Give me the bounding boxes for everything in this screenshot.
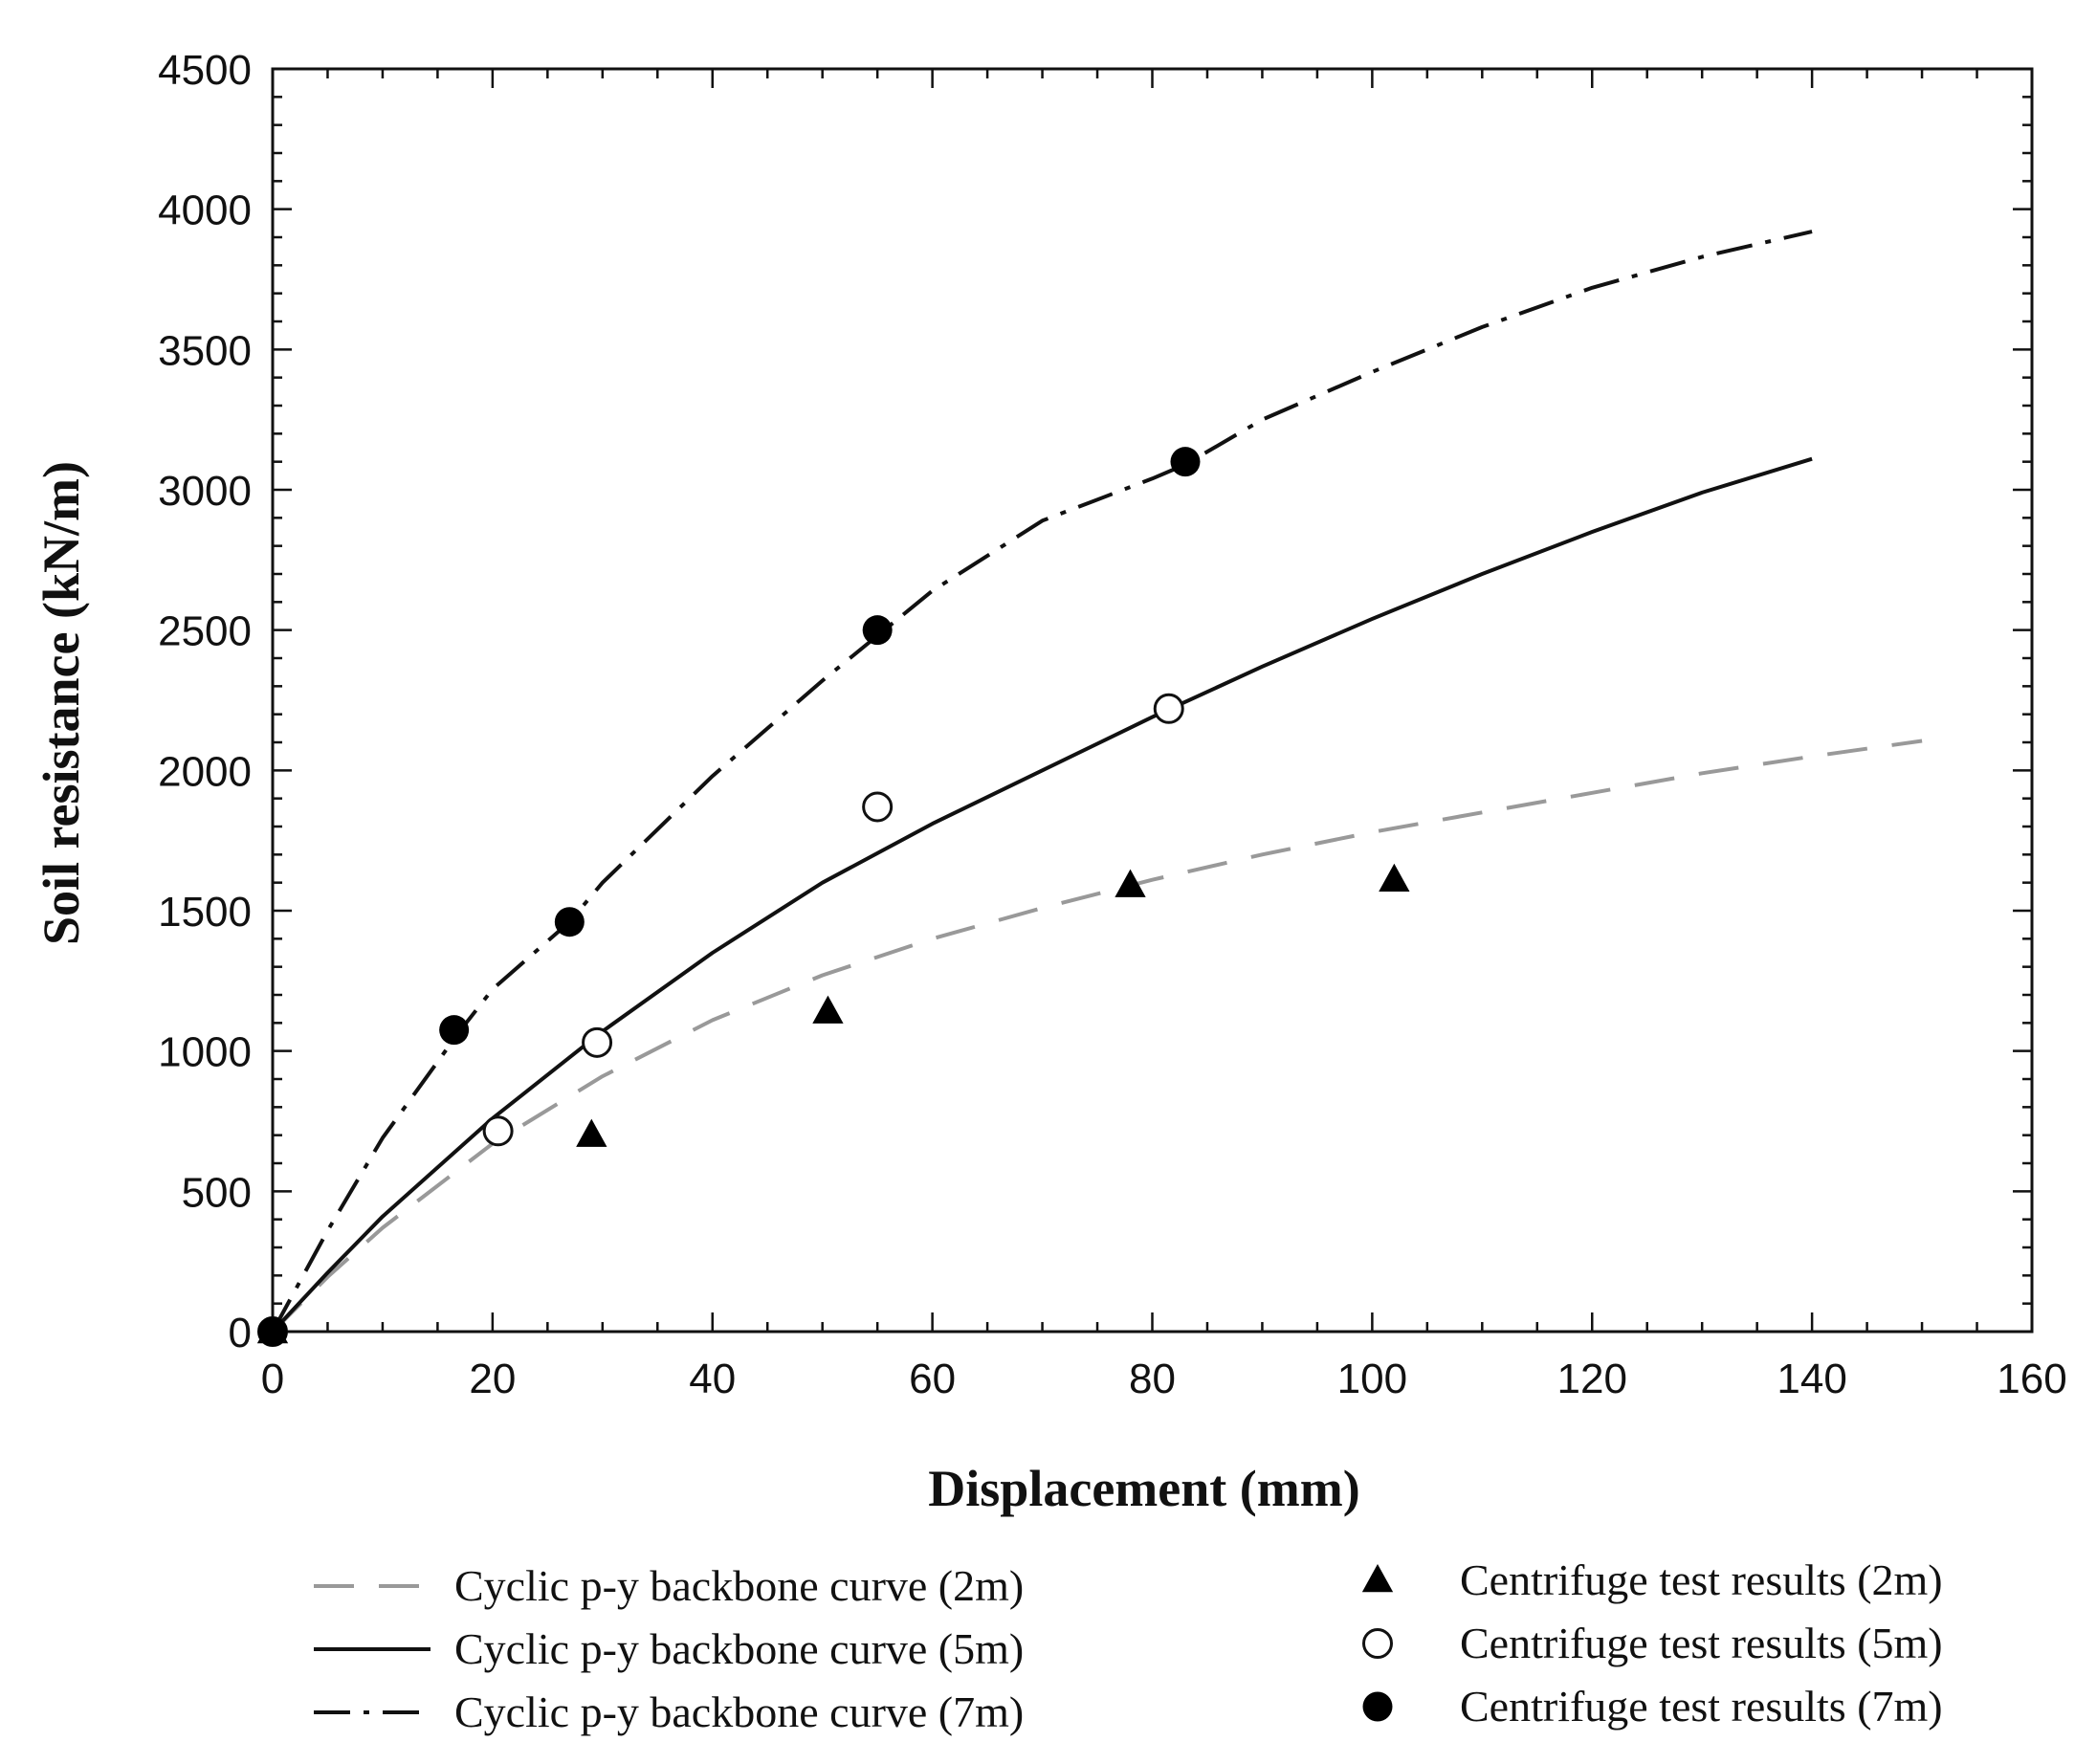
y-tick-label: 4000 [158, 187, 252, 234]
series-lines [271, 230, 1923, 1334]
tick-labels: 0 20 40 60 80 100 120 140 160 0 500 1000 1500 2000 250… [158, 47, 2067, 1402]
x-tick-label: 160 [1997, 1356, 2066, 1402]
x-tick-label: 100 [1337, 1356, 1407, 1402]
x-tick-label: 40 [689, 1356, 736, 1402]
y-tick-label: 4500 [158, 47, 252, 94]
data-point-1 [576, 1118, 607, 1147]
legend: Cyclic p-y backbone curve (2m) Cyclic p-y… [314, 1555, 1943, 1736]
legend-line-label: Cyclic p-y backbone curve (7m) [454, 1687, 1024, 1736]
y-tick-label: 3500 [158, 327, 252, 374]
plot-area [271, 67, 2034, 1334]
data-points [256, 447, 1410, 1347]
y-tick-label: 0 [229, 1310, 252, 1356]
x-tick-label: 0 [261, 1356, 284, 1402]
legend-marker-swatch [1362, 1628, 1393, 1659]
series-line-1 [271, 739, 1923, 1334]
x-tick-label: 140 [1777, 1356, 1846, 1402]
data-point-2 [862, 791, 894, 823]
data-point-1 [1115, 869, 1146, 897]
x-axis-title: Displacement (mm) [928, 1460, 1359, 1517]
data-point-3 [862, 615, 893, 646]
y-tick-label: 2500 [158, 608, 252, 655]
x-tick-label: 120 [1557, 1356, 1627, 1402]
y-tick-label: 1000 [158, 1029, 252, 1076]
series-line-2 [271, 456, 1813, 1334]
x-tick-label: 60 [909, 1356, 956, 1402]
legend-line-label: Cyclic p-y backbone curve (2m) [454, 1561, 1024, 1610]
data-point-3 [1170, 447, 1201, 477]
y-tick-label: 3000 [158, 468, 252, 515]
y-axis-title: Soil resistance (kN/m) [33, 461, 90, 945]
legend-marker-label: Centrifuge test results (5m) [1460, 1619, 1943, 1667]
legend-marker-swatch [1362, 1691, 1393, 1722]
legend-marker-label: Centrifuge test results (2m) [1460, 1555, 1943, 1604]
legend-marker-label: Centrifuge test results (7m) [1460, 1682, 1943, 1731]
plot-frame [271, 67, 2034, 1334]
legend-line-label: Cyclic p-y backbone curve (5m) [454, 1624, 1024, 1673]
data-point-2 [482, 1115, 514, 1147]
series-line-3 [271, 230, 1813, 1333]
data-point-3 [554, 907, 585, 937]
y-tick-label: 500 [182, 1169, 252, 1216]
data-point-3 [439, 1015, 470, 1046]
data-point-2 [1153, 693, 1184, 724]
data-point-1 [812, 995, 844, 1024]
y-tick-label: 2000 [158, 748, 252, 795]
axis-ticks [271, 67, 2034, 1334]
data-point-3 [257, 1316, 288, 1347]
data-point-2 [582, 1026, 613, 1058]
legend-marker-swatch [1361, 1564, 1394, 1593]
data-point-1 [1379, 863, 1410, 892]
y-tick-label: 1500 [158, 889, 252, 936]
x-tick-label: 20 [469, 1356, 516, 1402]
x-tick-label: 80 [1129, 1356, 1176, 1402]
